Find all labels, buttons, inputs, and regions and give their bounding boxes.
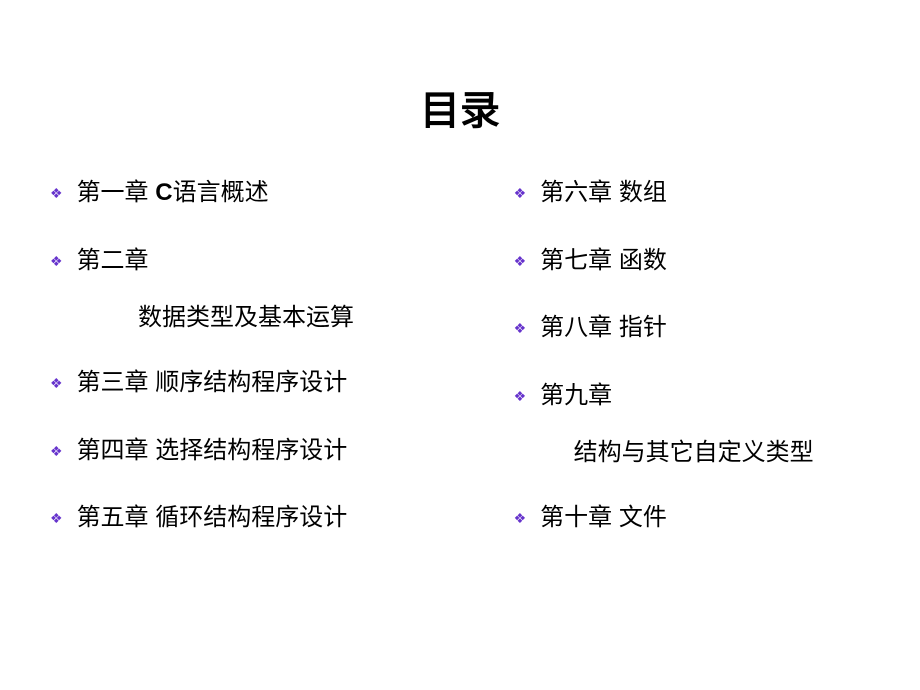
toc-right-column: ❖ 第六章 数组 ❖ 第七章 函数 ❖ 第八章 指针 ❖ 第九章 结构与其它自定… (484, 176, 878, 569)
toc-columns: ❖ 第一章 C语言概述 ❖ 第二章 数据类型及基本运算 ❖ 第三章 顺序结构程序… (0, 176, 920, 569)
item-suffix: 语言概述 (173, 179, 269, 206)
bullet-icon: ❖ (50, 184, 63, 204)
list-item: ❖ 第十章 文件 (514, 501, 878, 535)
chapter-1-text: 第一章 C语言概述 (77, 176, 444, 210)
chapter-4-text: 第四章 选择结构程序设计 (77, 434, 444, 468)
list-item: ❖ 第七章 函数 (514, 244, 878, 278)
list-item: ❖ 第九章 (514, 379, 878, 413)
list-item: ❖ 第三章 顺序结构程序设计 (50, 366, 444, 400)
item-bold: C (155, 179, 172, 206)
list-item: ❖ 第二章 (50, 244, 444, 278)
bullet-icon: ❖ (50, 509, 63, 529)
bullet-icon: ❖ (514, 319, 527, 339)
bullet-icon: ❖ (50, 374, 63, 394)
chapter-9-text: 第九章 (540, 379, 877, 413)
list-item: ❖ 第六章 数组 (514, 176, 878, 210)
list-item: ❖ 第五章 循环结构程序设计 (50, 501, 444, 535)
list-item: ❖ 第四章 选择结构程序设计 (50, 434, 444, 468)
chapter-2-subtext: 数据类型及基本运算 (138, 297, 444, 332)
bullet-icon: ❖ (514, 184, 527, 204)
bullet-icon: ❖ (514, 387, 527, 407)
chapter-3-text: 第三章 顺序结构程序设计 (77, 366, 444, 400)
chapter-9-subtext: 结构与其它自定义类型 (574, 432, 878, 467)
toc-left-column: ❖ 第一章 C语言概述 ❖ 第二章 数据类型及基本运算 ❖ 第三章 顺序结构程序… (50, 176, 444, 569)
bullet-icon: ❖ (50, 252, 63, 272)
list-item: ❖ 第一章 C语言概述 (50, 176, 444, 210)
chapter-7-text: 第七章 函数 (540, 244, 877, 278)
bullet-icon: ❖ (514, 509, 527, 529)
chapter-2-text: 第二章 (77, 244, 444, 278)
chapter-10-text: 第十章 文件 (540, 501, 877, 535)
slide-title: 目录 (0, 78, 920, 136)
chapter-8-text: 第八章 指针 (540, 311, 877, 345)
chapter-6-text: 第六章 数组 (540, 176, 877, 210)
item-prefix: 第一章 (77, 179, 156, 206)
list-item: ❖ 第八章 指针 (514, 311, 878, 345)
slide: 目录 ❖ 第一章 C语言概述 ❖ 第二章 数据类型及基本运算 ❖ 第三章 顺序结… (0, 78, 920, 690)
bullet-icon: ❖ (50, 442, 63, 462)
bullet-icon: ❖ (514, 252, 527, 272)
chapter-5-text: 第五章 循环结构程序设计 (77, 501, 444, 535)
